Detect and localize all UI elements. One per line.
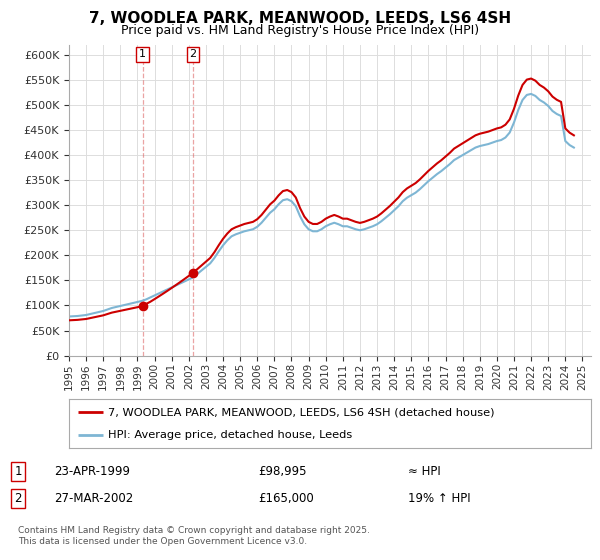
Text: 2: 2 [190, 49, 196, 59]
Text: 1: 1 [139, 49, 146, 59]
Text: Contains HM Land Registry data © Crown copyright and database right 2025.
This d: Contains HM Land Registry data © Crown c… [18, 526, 370, 546]
Text: 27-MAR-2002: 27-MAR-2002 [54, 492, 133, 505]
Text: 2: 2 [14, 492, 22, 505]
Text: ≈ HPI: ≈ HPI [408, 465, 441, 478]
Text: 23-APR-1999: 23-APR-1999 [54, 465, 130, 478]
Text: HPI: Average price, detached house, Leeds: HPI: Average price, detached house, Leed… [108, 430, 352, 440]
Text: 7, WOODLEA PARK, MEANWOOD, LEEDS, LS6 4SH (detached house): 7, WOODLEA PARK, MEANWOOD, LEEDS, LS6 4S… [108, 407, 494, 417]
Text: £98,995: £98,995 [258, 465, 307, 478]
Text: 1: 1 [14, 465, 22, 478]
Text: 19% ↑ HPI: 19% ↑ HPI [408, 492, 470, 505]
Text: 7, WOODLEA PARK, MEANWOOD, LEEDS, LS6 4SH: 7, WOODLEA PARK, MEANWOOD, LEEDS, LS6 4S… [89, 11, 511, 26]
Text: £165,000: £165,000 [258, 492, 314, 505]
Text: Price paid vs. HM Land Registry's House Price Index (HPI): Price paid vs. HM Land Registry's House … [121, 24, 479, 36]
